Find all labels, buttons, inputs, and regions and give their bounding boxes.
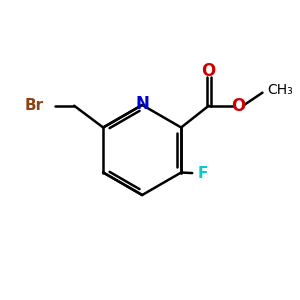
Text: O: O <box>231 97 245 115</box>
Text: N: N <box>135 94 149 112</box>
Text: O: O <box>202 62 216 80</box>
Text: CH₃: CH₃ <box>267 83 292 97</box>
Text: Br: Br <box>25 98 44 113</box>
Text: F: F <box>197 167 208 182</box>
